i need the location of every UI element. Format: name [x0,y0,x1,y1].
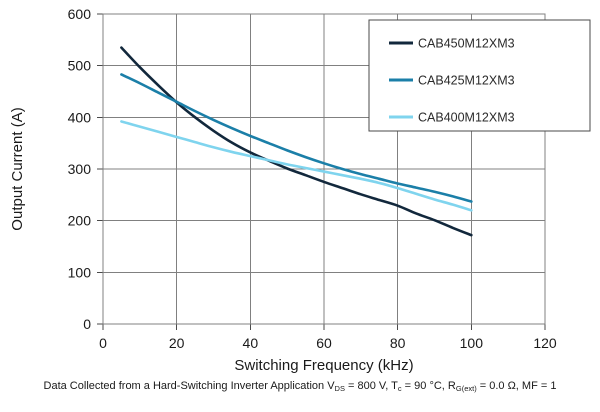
caption-text-part1: Data Collected from a Hard-Switching Inv… [43,380,335,392]
y-tick-600: 600 [68,6,92,22]
x-tick-0: 0 [99,335,107,351]
legend: CAB450M12XM3 CAB425M12XM3 CAB400M12XM3 [368,19,591,132]
caption-text-part2: = 800 V, T [344,380,398,392]
x-tick-40: 40 [243,335,259,351]
x-tick-80: 80 [390,335,406,351]
x-tick-100: 100 [460,335,484,351]
x-axis-title: Switching Frequency (kHz) [234,357,413,374]
x-tick-60: 60 [316,335,332,351]
legend-label-CAB450M12XM3: CAB450M12XM3 [418,37,515,51]
y-axis-title: Output Current (A) [9,107,26,230]
y-tick-200: 200 [68,213,92,229]
series-lines [120,46,473,237]
plot-frame [102,13,546,325]
figure-caption: Data Collected from a Hard-Switching Inv… [0,380,600,393]
caption-text-part3: = 90 °C, R [401,380,456,392]
legend-label-CAB400M12XM3: CAB400M12XM3 [418,111,515,125]
y-tick-100: 100 [68,264,92,280]
y-tick-300: 300 [68,161,92,177]
series-line-CAB400M12XM3 [120,120,473,212]
x-tick-120: 120 [533,335,557,351]
legend-label-CAB425M12XM3: CAB425M12XM3 [418,74,515,88]
legend-box [368,19,591,132]
x-tick-20: 20 [169,335,185,351]
caption-sub-tc: c [397,384,402,393]
y-tick-400: 400 [68,109,92,125]
caption-sub-vds: DS [334,384,345,393]
y-axis-tick-labels: 0 100 200 300 400 500 600 [68,6,92,332]
caption-sub-rgext: G(ext) [455,384,477,393]
x-axis-tick-labels: 0 20 40 60 80 100 120 [99,335,557,351]
caption-text-part4: = 0.0 Ω, MF = 1 [476,380,557,392]
tick-marks [97,13,546,330]
series-line-CAB425M12XM3 [120,73,473,203]
y-tick-500: 500 [68,58,92,74]
y-tick-0: 0 [83,316,91,332]
line-chart: 0 20 40 60 80 100 120 0 100 200 300 400 500 600 Swit… [9,6,591,374]
